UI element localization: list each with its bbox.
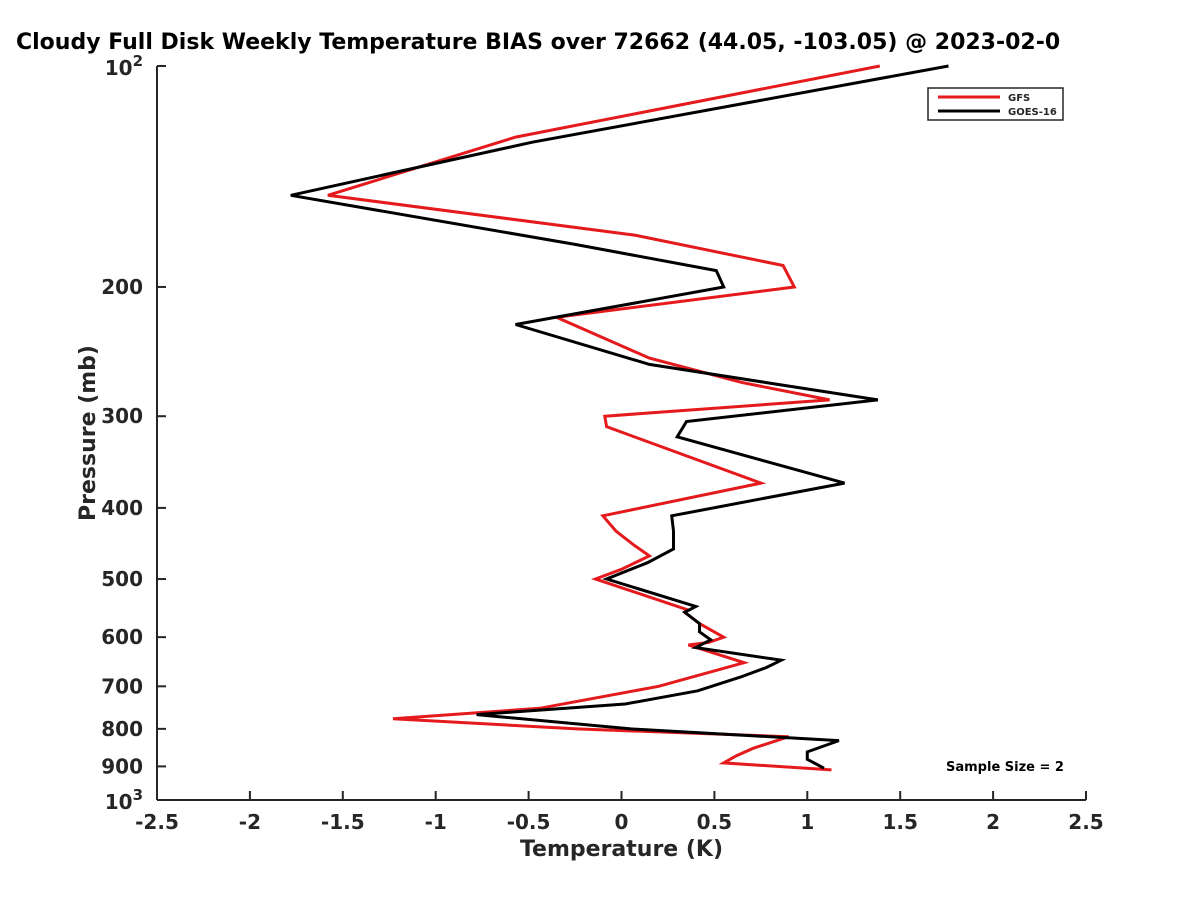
y-tick-label: 102 — [105, 52, 143, 80]
x-tick-label: 2 — [986, 810, 1000, 834]
x-tick-label: -1 — [425, 810, 447, 834]
x-tick-label: -0.5 — [507, 810, 551, 834]
y-tick-label: 200 — [101, 275, 143, 299]
y-tick-label: 700 — [101, 674, 143, 698]
x-tick-label: 1 — [800, 810, 814, 834]
legend-box — [927, 87, 1064, 121]
x-tick-label: 0.5 — [697, 810, 732, 834]
y-axis-label: Pressure (mb) — [76, 345, 101, 521]
legend-label: GOES-16 — [1008, 107, 1057, 118]
y-tick-label: 500 — [101, 567, 143, 591]
y-tick-label: 103 — [105, 786, 143, 814]
x-tick-label: 0 — [615, 810, 629, 834]
series-line-goes-16 — [290, 64, 949, 770]
x-tick-label: 2.5 — [1068, 810, 1103, 834]
x-tick-label: -1.5 — [321, 810, 365, 834]
x-tick-label: 1.5 — [882, 810, 917, 834]
x-tick-label: -2.5 — [135, 810, 179, 834]
y-tick-label: 400 — [101, 496, 143, 520]
chart-title: Cloudy Full Disk Weekly Temperature BIAS… — [16, 30, 1061, 55]
y-tick-label: 800 — [101, 717, 143, 741]
legend-label: GFS — [1008, 93, 1030, 104]
y-tick-label: 900 — [101, 754, 143, 778]
y-tick-label: 600 — [101, 625, 143, 649]
sample-size-annotation: Sample Size = 2 — [946, 760, 1064, 775]
y-tick-label: 300 — [101, 404, 143, 428]
x-tick-label: -2 — [239, 810, 261, 834]
series-line-gfs — [327, 64, 881, 772]
x-axis-label: Temperature (K) — [520, 837, 723, 862]
